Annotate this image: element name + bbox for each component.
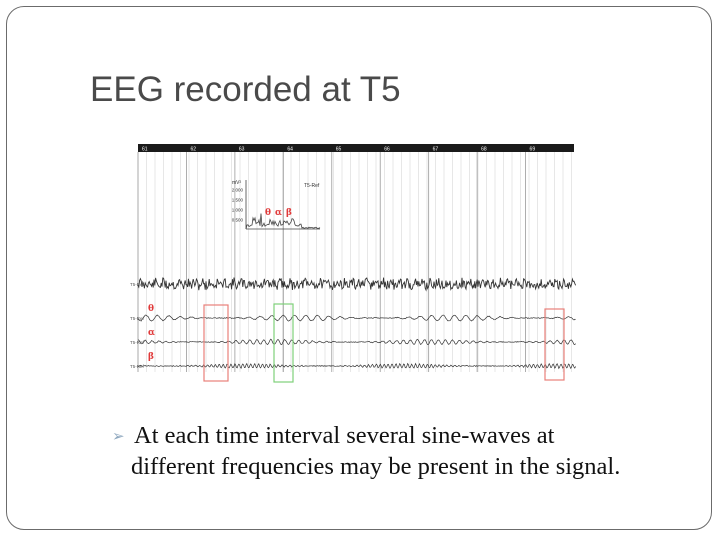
spectrum-y-tick: 1.500 [232, 198, 244, 203]
highlight-box-green [273, 303, 294, 383]
spectrum-channel-label: T5-Ref [304, 183, 320, 189]
trace-channel-label: T5-Ref [130, 340, 145, 345]
highlight-box-red-right [544, 308, 565, 381]
spectrum-band-label: α [275, 208, 282, 218]
trace-channel-label: T5-Ref [130, 364, 145, 369]
eeg-figure: 61 62 63 64 65 66 67 68 69 mV² T5-Ref 2.000 1.500… [130, 144, 577, 383]
spectrum-band-label: β [286, 208, 292, 218]
time-axis-bar [138, 144, 574, 152]
time-tick-label: 66 [384, 147, 390, 153]
trace-band-label: θ [148, 304, 154, 314]
trace-channel-label: T5-Ref [130, 282, 145, 287]
time-tick-label: 65 [336, 147, 342, 153]
eeg-trace [137, 338, 576, 346]
time-tick-label: 67 [433, 147, 439, 153]
eeg-trace [137, 277, 577, 292]
time-tick-label: 69 [530, 147, 536, 153]
spectrum-y-unit: mV² [232, 180, 242, 186]
time-tick-label: 64 [287, 147, 293, 153]
spectrum-curve [245, 213, 321, 230]
time-tick-label: 63 [239, 147, 245, 153]
time-tick-labels: 61 62 63 64 65 66 67 68 69 [142, 147, 535, 153]
bullet-paragraph: ➢ At each time interval several sine-wave… [112, 421, 712, 482]
trace-channel-label: T5-Ref [130, 316, 145, 321]
trace-band-label: α [148, 328, 155, 338]
bullet-arrow-icon: ➢ [112, 429, 125, 445]
slide-title: EEG recorded at T5 [90, 70, 401, 109]
spectrum-y-ticks: 2.000 1.500 1.000 0.500 [232, 188, 244, 223]
time-tick-label: 62 [190, 147, 196, 153]
spectrum-y-tick: 2.000 [232, 188, 244, 193]
time-grid [137, 152, 572, 372]
trace-band-label: β [148, 352, 154, 362]
spectrum-y-tick: 1.000 [232, 208, 244, 213]
spectrum-y-tick: 0.500 [232, 218, 244, 223]
highlight-box-red-left [203, 304, 229, 382]
time-tick-label: 61 [142, 147, 148, 153]
spectrum-band-label: θ [265, 208, 271, 218]
bullet-line-2: different frequencies may be present in … [131, 453, 621, 480]
bullet-line-1: At each time interval several sine-waves… [134, 422, 555, 449]
time-tick-label: 68 [481, 147, 487, 153]
eeg-trace [137, 314, 576, 322]
eeg-trace [137, 362, 576, 370]
